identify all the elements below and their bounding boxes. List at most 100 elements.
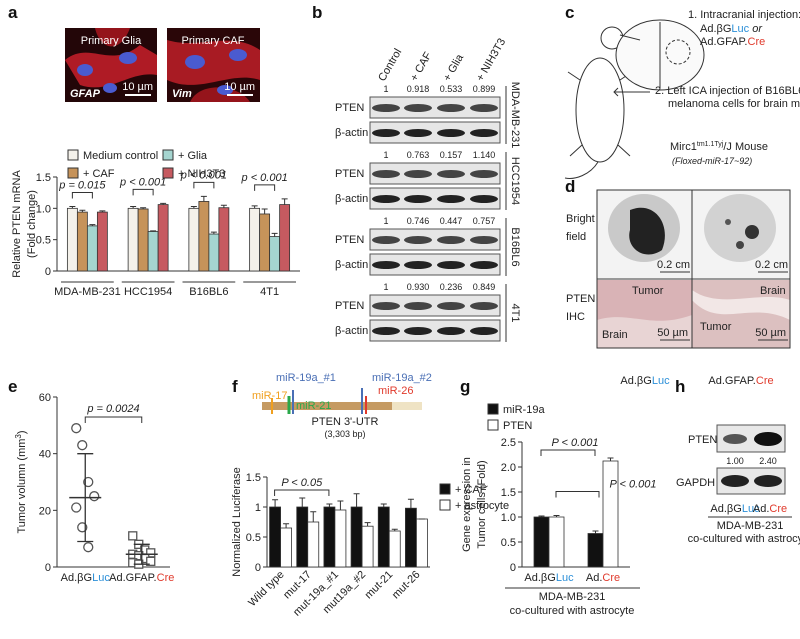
annotation: p < 0.001 [180,169,227,181]
band [404,302,432,310]
band [470,129,498,137]
error-bar [220,204,227,208]
step-text: melanoma cells for brain mets [668,98,800,110]
x-tick-label-part: Ad.βG [61,572,92,584]
annotation: P < 0.001 [610,479,657,491]
band [404,261,432,269]
band [470,236,498,244]
x-tick-label: HCC1954 [124,286,172,298]
bar [208,233,220,272]
ratio: 0.763 [407,150,430,160]
panel-letter: f [232,377,238,396]
legend-swatch [67,167,79,179]
legend-label: Medium control [83,150,158,162]
band [470,302,498,310]
error-bar [353,493,360,507]
column-header: + Glia [441,52,466,84]
blot [369,96,501,119]
y-axis-label: Tumor cells (Fold) [476,460,488,548]
blot [369,121,501,144]
band-label: PTEN [335,234,364,246]
band [470,195,498,203]
bar [188,207,200,272]
legend-swatch [162,167,174,179]
band [372,195,400,203]
band-label: PTEN [335,168,364,180]
ratio: 2.40 [759,456,777,466]
column-label: Ad.βGLuc [620,375,670,387]
site-label: miR-21 [296,400,331,412]
ratio: 0.157 [440,150,463,160]
scale-label: 50 µm [657,327,688,339]
tissue-label: Brain [602,329,628,341]
ratio: 0.533 [440,84,463,94]
band [437,104,465,112]
point [71,502,82,513]
ratio: 1 [383,84,388,94]
band [372,129,400,137]
ratio: 0.930 [407,282,430,292]
y-tick-label: 2.0 [501,462,516,474]
y-axis-label: Tumor volumn (mm3) [14,430,28,533]
annotation: p = 0.015 [58,179,106,191]
bar [334,509,347,568]
error-bar [326,503,333,507]
vector-part: Luc [731,23,749,35]
x-tick-label: mut-26 [390,569,423,602]
x-tick-label-part: Ad.GFAP. [109,572,157,584]
row-label: IHC [566,311,585,323]
vector: Ad.βGLuc or [700,23,763,35]
scale-label: 10 µm [122,81,153,93]
cell-line: HCC1954 [509,157,521,205]
ratio: 1.00 [726,456,744,466]
band-label: PTEN [688,434,717,446]
blot [369,187,501,210]
bar [416,518,428,568]
mouse-note: (Floxed-miR-17~92) [672,156,752,166]
y-tick-label: 1.5 [36,172,51,184]
bar [127,207,139,272]
y-axis-label: Normalized Luciferase [231,467,243,576]
legend-swatch [67,149,79,161]
band-label: β-actin [335,325,368,337]
blot [369,319,501,342]
band [372,104,400,112]
tissue-label: Brain [760,285,786,297]
x-tick-label: Wild type [246,569,286,609]
y-tick-label: 2.5 [501,437,516,449]
bar [249,207,261,272]
band [470,327,498,335]
band [372,236,400,244]
mouse-strain: Mirc1tm1.1Tyj/J Mouse [670,141,768,153]
error-bar [150,230,157,232]
band [404,195,432,203]
ratio: 1 [383,216,388,226]
error-bar [592,530,599,534]
y-tick-label: 40 [39,449,51,461]
error-bar [190,205,197,209]
y-tick-label: 0.5 [246,532,261,544]
y-axis-label: (Fold change) [26,190,38,258]
cell-line: MDA-MB-231 [717,520,784,532]
y-tick-label: 1.5 [501,487,516,499]
error-bar [251,205,258,209]
bracket [193,181,215,189]
error-bar [272,499,279,507]
band [372,170,400,178]
point [77,440,88,451]
blot [369,228,501,251]
error-bar [299,497,306,507]
bar [137,208,149,272]
band [437,327,465,335]
error-bar [607,457,614,461]
column-label-part: Cre [756,375,774,387]
error-bar [407,498,414,509]
band-label: PTEN [335,300,364,312]
legend-label: miR-19a [503,404,545,416]
error-bar [281,198,288,205]
lane-label-part: Luc [742,503,760,515]
lane-label-part: Cre [769,503,787,515]
panel-letter: a [8,3,18,22]
x-tick-label-part: Cre [157,572,175,584]
blot [369,162,501,185]
